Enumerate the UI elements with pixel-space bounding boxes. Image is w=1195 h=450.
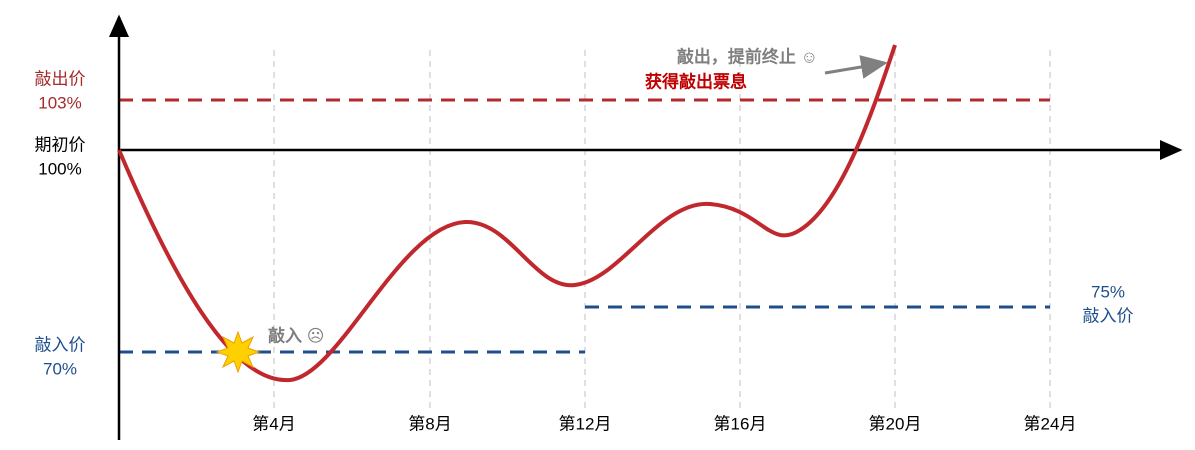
month-label: 第8月 xyxy=(408,414,451,433)
annotation: 获得敲出票息 xyxy=(645,71,747,91)
month-label: 第12月 xyxy=(559,414,612,433)
level-label: 期初价 xyxy=(35,135,86,154)
price-path xyxy=(117,44,897,383)
knock-out-arrow xyxy=(824,55,888,79)
level-value: 70% xyxy=(43,359,77,378)
level-value: 75% xyxy=(1091,282,1125,301)
level-label: 敲入价 xyxy=(35,335,86,354)
grid-lines xyxy=(273,50,1051,410)
month-label: 第16月 xyxy=(714,414,767,433)
knock-in-star xyxy=(215,330,261,374)
month-label: 第4月 xyxy=(252,414,295,433)
level-label: 敲入价 xyxy=(1083,306,1134,325)
month-label: 第24月 xyxy=(1024,414,1077,433)
month-label: 第20月 xyxy=(869,414,922,433)
level-value: 100% xyxy=(38,159,81,178)
annotation: 敲出，提前终止 ☺ xyxy=(677,46,818,66)
annotation: 敲入 ☹ xyxy=(268,325,324,345)
level-label: 敲出价 xyxy=(35,69,86,88)
level-value: 103% xyxy=(38,93,81,112)
